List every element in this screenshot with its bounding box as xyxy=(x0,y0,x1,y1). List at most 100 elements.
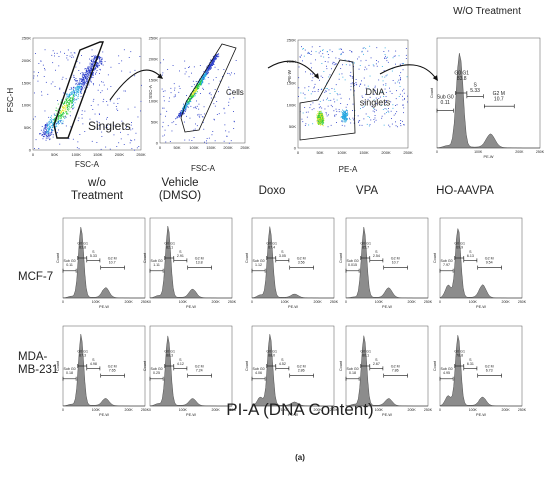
event-dot xyxy=(96,70,98,71)
event-dot xyxy=(323,122,325,124)
event-dot xyxy=(65,102,67,104)
event-dot xyxy=(192,97,193,99)
event-dot xyxy=(42,64,44,66)
event-dot xyxy=(320,119,322,120)
hist-xlabel: PE-W xyxy=(382,305,392,309)
event-dot xyxy=(338,58,340,60)
event-dot xyxy=(65,99,67,101)
event-dot xyxy=(205,73,207,75)
event-dot xyxy=(192,80,194,82)
event-dot xyxy=(95,63,97,65)
event-dot xyxy=(69,107,71,109)
event-dot xyxy=(48,124,50,126)
event-dot xyxy=(89,79,91,81)
event-dot xyxy=(322,77,324,78)
event-dot xyxy=(76,81,78,83)
event-dot xyxy=(311,109,313,111)
event-dot xyxy=(338,73,340,75)
event-dot xyxy=(79,87,80,89)
event-dot xyxy=(87,75,89,77)
event-dot xyxy=(368,88,370,90)
event-dot xyxy=(223,108,225,110)
event-dot xyxy=(130,129,132,131)
event-dot xyxy=(360,83,362,85)
event-dot xyxy=(91,73,93,75)
event-dot xyxy=(44,132,46,134)
event-dot xyxy=(92,64,94,66)
event-dot xyxy=(90,81,92,83)
event-dot xyxy=(335,64,337,65)
event-dot xyxy=(56,132,58,133)
event-dot xyxy=(320,117,322,119)
event-dot xyxy=(342,64,343,66)
event-dot xyxy=(181,111,183,113)
histogram-frame xyxy=(149,325,233,407)
event-dot xyxy=(352,83,354,85)
event-dot xyxy=(205,71,207,73)
hist-xtick: 0 xyxy=(251,408,253,412)
event-dot xyxy=(178,85,180,87)
event-dot xyxy=(329,49,331,51)
event-dot xyxy=(334,114,336,116)
event-dot xyxy=(400,77,401,79)
event-dot xyxy=(94,57,96,58)
event-dot xyxy=(211,67,212,69)
event-dot xyxy=(215,56,217,57)
event-dot xyxy=(56,118,58,120)
event-dot xyxy=(346,110,348,112)
event-dot xyxy=(76,80,78,81)
event-dot xyxy=(185,109,187,111)
event-dot xyxy=(45,134,47,136)
event-dot xyxy=(332,61,334,63)
event-dot xyxy=(100,56,102,58)
event-dot xyxy=(195,89,196,90)
event-dot xyxy=(69,92,71,94)
event-dot xyxy=(323,121,324,123)
event-dot xyxy=(233,128,235,129)
event-dot xyxy=(65,109,67,111)
event-dot xyxy=(50,122,52,124)
event-dot xyxy=(202,121,204,123)
event-dot xyxy=(174,89,175,91)
event-dot xyxy=(100,63,102,64)
event-dot xyxy=(72,87,74,89)
s-value: 6.13 xyxy=(467,254,474,258)
g0g1-name: G0 G1 xyxy=(77,349,88,353)
event-dot xyxy=(85,78,86,79)
event-dot xyxy=(200,93,201,94)
singlets-plot-ytick: 100K xyxy=(22,103,32,108)
event-dot xyxy=(91,75,93,77)
event-dot xyxy=(75,95,77,96)
event-dot xyxy=(359,120,361,121)
event-dot xyxy=(229,88,230,90)
event-dot xyxy=(76,90,78,92)
event-dot xyxy=(123,49,125,51)
hist-xtick: 100K xyxy=(179,408,188,412)
event-dot xyxy=(395,125,397,127)
event-dot xyxy=(45,128,46,130)
event-dot xyxy=(98,125,100,126)
event-dot xyxy=(67,105,69,107)
event-dot xyxy=(58,117,60,119)
event-dot xyxy=(42,131,44,133)
event-dot xyxy=(169,141,171,142)
event-dot xyxy=(92,73,94,75)
event-dot xyxy=(79,83,81,85)
event-dot xyxy=(326,88,328,90)
event-dot xyxy=(68,100,69,101)
event-dot xyxy=(206,142,208,144)
event-dot xyxy=(338,78,340,80)
event-dot xyxy=(194,128,196,130)
event-dot xyxy=(198,84,200,85)
event-dot xyxy=(313,87,315,89)
event-dot xyxy=(60,51,61,53)
event-dot xyxy=(390,101,392,103)
event-dot xyxy=(46,125,48,127)
event-dot xyxy=(86,79,88,81)
event-dot xyxy=(201,81,203,83)
s-value: 2.54 xyxy=(373,254,380,258)
event-dot xyxy=(201,80,202,81)
event-dot xyxy=(84,80,86,82)
event-dot xyxy=(318,114,320,115)
